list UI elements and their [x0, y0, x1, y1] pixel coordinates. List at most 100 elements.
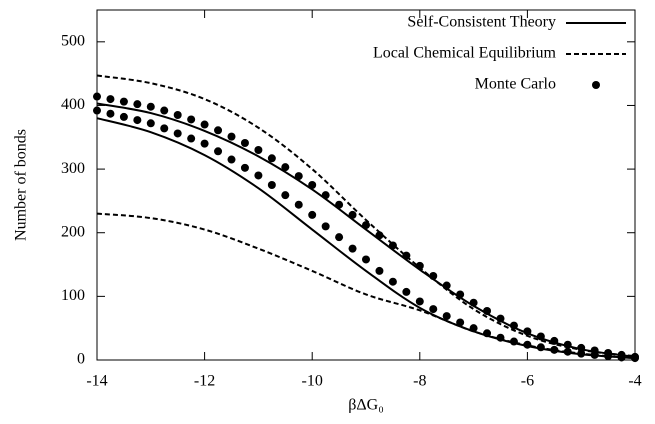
data-point: [469, 324, 478, 333]
y-tick-label: 300: [61, 160, 85, 177]
data-point: [402, 251, 411, 260]
curve: [96, 74, 636, 358]
data-point: [335, 233, 344, 242]
data-point: [308, 181, 317, 189]
data-point: [429, 305, 438, 314]
data-point: [388, 241, 397, 250]
data-point: [590, 350, 599, 359]
data-point: [173, 129, 182, 138]
y-tick-label: 400: [61, 96, 85, 113]
data-point: [281, 191, 290, 200]
data-point: [469, 298, 478, 307]
data-point: [388, 277, 397, 286]
data-point: [456, 290, 465, 299]
data-point: [550, 345, 559, 354]
data-point: [617, 353, 626, 362]
data-point: [308, 210, 317, 219]
data-point: [93, 106, 101, 115]
data-point: [119, 97, 128, 106]
data-point: [496, 333, 505, 342]
data-point: [187, 134, 196, 143]
legend-label: Local Chemical Equilibrium: [373, 45, 557, 62]
data-point: [267, 154, 276, 163]
data-point: [200, 120, 209, 129]
y-tick-label: 200: [61, 223, 85, 240]
data-point: [442, 281, 451, 290]
x-tick-label: -8: [413, 373, 426, 390]
data-point: [536, 343, 545, 352]
y-tick-label: 500: [61, 32, 85, 49]
data-point: [294, 172, 303, 181]
data-point: [173, 111, 182, 119]
data-point: [119, 112, 128, 121]
curve: [96, 212, 636, 360]
data-point: [429, 272, 438, 280]
data-point: [321, 222, 330, 231]
data-point: [631, 354, 639, 363]
curve: [96, 117, 636, 360]
data-point: [294, 200, 303, 209]
data-point: [375, 266, 384, 275]
x-tick-label: -6: [521, 373, 534, 390]
data-point: [415, 297, 424, 306]
data-point: [267, 181, 276, 189]
data-point: [160, 106, 169, 115]
x-tick-label: -12: [194, 373, 215, 390]
legend-label: Monte Carlo: [475, 76, 556, 93]
data-point: [146, 119, 155, 128]
data-point: [442, 312, 451, 321]
data-point: [133, 100, 142, 109]
data-point: [214, 147, 223, 156]
legend-marker: [592, 81, 600, 89]
data-point: [214, 126, 223, 135]
data-point: [362, 221, 370, 230]
data-point: [227, 155, 236, 164]
data-point: [187, 115, 196, 124]
data-point: [240, 163, 249, 172]
data-point: [106, 109, 115, 118]
data-point: [563, 347, 572, 356]
data-point: [523, 340, 532, 349]
data-point: [240, 139, 249, 147]
data-point: [375, 231, 384, 240]
data-point: [106, 95, 115, 104]
data-point: [254, 171, 263, 180]
data-point: [200, 139, 209, 148]
data-point: [577, 343, 586, 352]
data-point: [281, 163, 290, 172]
x-axis-label: βΔG₀: [348, 397, 384, 414]
data-point: [415, 261, 424, 270]
y-axis-label: Number of bonds: [13, 129, 30, 241]
data-point: [577, 349, 586, 358]
data-point: [254, 146, 263, 154]
data-point: [483, 329, 492, 338]
data-point: [160, 124, 169, 133]
data-point: [483, 307, 492, 315]
data-point: [496, 314, 505, 323]
plot-frame: [96, 9, 636, 361]
data-point: [604, 352, 613, 361]
x-tick-label: -4: [628, 373, 641, 390]
y-tick-label: 0: [77, 351, 85, 368]
data-point: [563, 340, 572, 349]
data-point: [321, 191, 330, 200]
x-tick-label: -14: [86, 373, 107, 390]
data-point: [348, 210, 357, 219]
data-point: [335, 200, 344, 209]
data-point: [550, 336, 559, 345]
legend-label: Self-Consistent Theory: [407, 14, 556, 31]
data-point: [536, 332, 545, 341]
data-point: [402, 287, 411, 296]
data-point: [227, 132, 236, 141]
x-tick-label: -10: [302, 373, 323, 390]
data-point: [348, 244, 357, 253]
data-point: [146, 102, 155, 111]
data-point: [133, 116, 142, 125]
y-tick-label: 100: [61, 287, 85, 304]
data-point: [509, 321, 518, 330]
data-point: [93, 92, 101, 101]
data-point: [523, 327, 532, 336]
data-point: [456, 318, 465, 327]
data-point: [362, 255, 370, 264]
